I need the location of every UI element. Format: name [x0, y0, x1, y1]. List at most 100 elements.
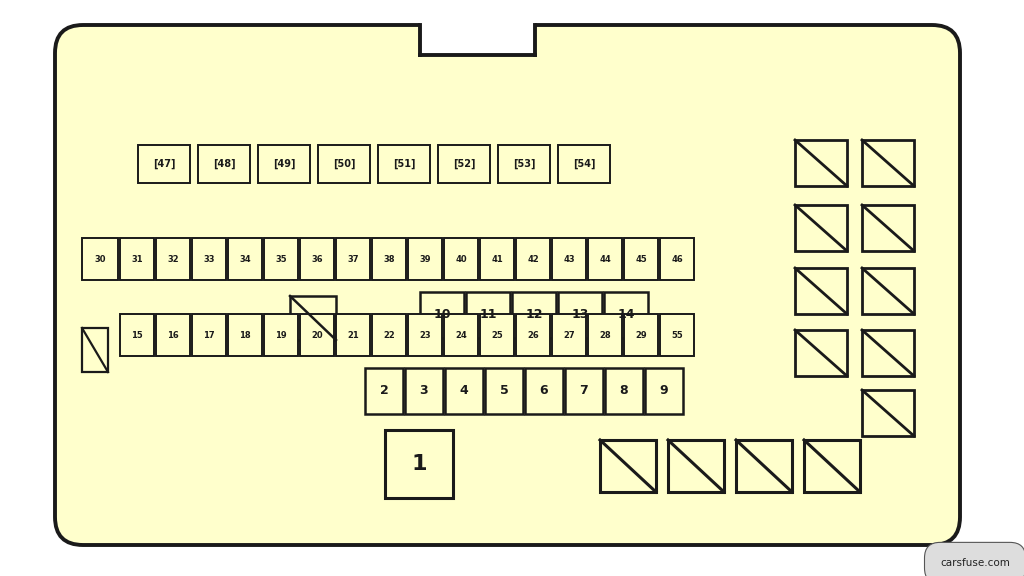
Bar	[264, 238, 298, 280]
Bar	[378, 145, 430, 183]
Bar	[795, 268, 847, 314]
Text: 19: 19	[275, 331, 287, 339]
Bar	[82, 328, 108, 372]
Text: 30: 30	[94, 255, 105, 263]
Text: [50]: [50]	[333, 159, 355, 169]
Bar	[565, 368, 603, 414]
Bar	[624, 314, 658, 356]
Text: 21: 21	[347, 331, 358, 339]
Bar	[336, 314, 370, 356]
Bar	[624, 238, 658, 280]
Text: 29: 29	[635, 331, 647, 339]
Bar	[228, 314, 262, 356]
Bar	[120, 314, 154, 356]
Text: 26: 26	[527, 331, 539, 339]
Bar	[336, 238, 370, 280]
Bar	[385, 430, 453, 498]
Bar	[736, 440, 792, 492]
Bar	[290, 296, 336, 340]
Text: 44: 44	[599, 255, 611, 263]
Bar	[795, 205, 847, 251]
Text: 17: 17	[203, 331, 215, 339]
Text: 45: 45	[635, 255, 647, 263]
Bar	[480, 238, 514, 280]
Bar	[660, 314, 694, 356]
Text: 35: 35	[275, 255, 287, 263]
Bar	[605, 368, 643, 414]
Bar	[258, 145, 310, 183]
Bar	[193, 238, 226, 280]
Bar	[138, 145, 190, 183]
Bar	[438, 145, 490, 183]
Text: 12: 12	[525, 309, 543, 321]
Text: 43: 43	[563, 255, 574, 263]
Bar	[862, 268, 914, 314]
Bar	[862, 390, 914, 436]
Bar	[193, 314, 226, 356]
Text: 2: 2	[380, 385, 388, 397]
Bar	[588, 238, 622, 280]
Bar	[512, 292, 556, 338]
Text: 40: 40	[456, 255, 467, 263]
Bar	[420, 22, 535, 55]
Text: 7: 7	[580, 385, 589, 397]
Text: 16: 16	[167, 331, 179, 339]
Text: 39: 39	[419, 255, 431, 263]
Text: [54]: [54]	[572, 159, 595, 169]
Bar	[156, 238, 190, 280]
Bar	[558, 145, 610, 183]
Text: 22: 22	[383, 331, 395, 339]
Text: 1: 1	[412, 454, 427, 474]
Text: 20: 20	[311, 331, 323, 339]
Bar	[198, 145, 250, 183]
Text: [53]: [53]	[513, 159, 536, 169]
Text: 5: 5	[500, 385, 508, 397]
Bar	[406, 368, 443, 414]
Text: 41: 41	[492, 255, 503, 263]
Bar	[318, 145, 370, 183]
Bar	[372, 314, 406, 356]
Bar	[525, 368, 563, 414]
Text: 10: 10	[433, 309, 451, 321]
Bar	[668, 440, 724, 492]
Bar	[862, 330, 914, 376]
Text: 38: 38	[383, 255, 394, 263]
Text: 32: 32	[167, 255, 179, 263]
Bar	[516, 314, 550, 356]
Bar	[552, 314, 586, 356]
Bar	[795, 140, 847, 186]
Text: 42: 42	[527, 255, 539, 263]
Text: 33: 33	[203, 255, 215, 263]
Text: 11: 11	[479, 309, 497, 321]
Text: 15: 15	[131, 331, 143, 339]
Text: [47]: [47]	[153, 159, 175, 169]
Text: 46: 46	[671, 255, 683, 263]
Bar	[82, 238, 118, 280]
Text: carsfuse.com: carsfuse.com	[940, 558, 1010, 568]
Bar	[408, 314, 442, 356]
Bar	[228, 238, 262, 280]
Text: 34: 34	[240, 255, 251, 263]
Bar	[300, 314, 334, 356]
Bar	[444, 238, 478, 280]
Text: 36: 36	[311, 255, 323, 263]
Text: 25: 25	[492, 331, 503, 339]
Text: 8: 8	[620, 385, 629, 397]
Text: 13: 13	[571, 309, 589, 321]
Bar	[420, 292, 464, 338]
Bar	[804, 440, 860, 492]
Text: 23: 23	[419, 331, 431, 339]
Text: 55: 55	[671, 331, 683, 339]
Bar	[645, 368, 683, 414]
Bar	[552, 238, 586, 280]
Bar	[600, 440, 656, 492]
Bar	[588, 314, 622, 356]
Bar	[795, 330, 847, 376]
Text: 18: 18	[240, 331, 251, 339]
Text: 6: 6	[540, 385, 548, 397]
Bar	[365, 368, 403, 414]
Bar	[156, 314, 190, 356]
Text: [48]: [48]	[213, 159, 236, 169]
Text: 9: 9	[659, 385, 669, 397]
Bar	[516, 238, 550, 280]
